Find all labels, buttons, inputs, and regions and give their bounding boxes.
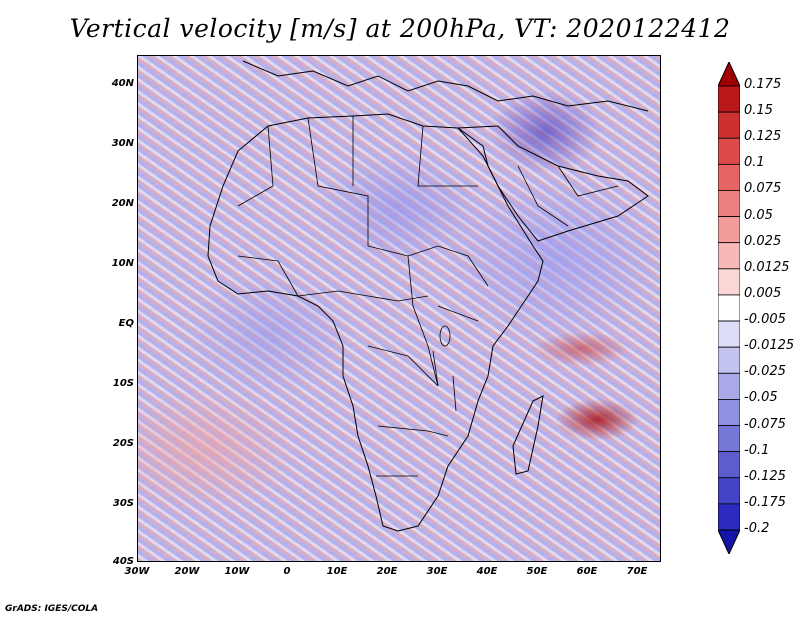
- colorbar-swatch: [718, 294, 740, 322]
- lon-label-20e: 20E: [376, 566, 398, 577]
- map-title: Vertical velocity [m/s] at 200hPa, VT: 2…: [69, 14, 731, 43]
- colorbar-level-label: -0.2: [744, 521, 770, 536]
- colorbar-swatch: [718, 216, 740, 244]
- grads-credit: GrADS: IGES/COLA: [5, 604, 99, 614]
- lon-label-30e: 30E: [426, 566, 448, 577]
- lon-label-50e: 50E: [526, 566, 548, 577]
- lat-label-20s: 20S: [112, 438, 134, 449]
- africa-coastline: [207, 113, 544, 532]
- colorbar-level-label: 0.075: [744, 181, 782, 197]
- colorbar-swatch: [718, 137, 740, 165]
- colorbar-swatch: [718, 111, 740, 139]
- colorbar-swatch: [718, 163, 740, 191]
- colorbar-level-label: 0.05: [744, 207, 773, 223]
- lake-tanganyika: [432, 350, 439, 387]
- colorbar-level-label: -0.175: [744, 494, 786, 510]
- colorbar-level-label: 0.175: [744, 77, 782, 92]
- lat-label-eq: EQ: [118, 318, 134, 329]
- colorbar-swatch: [718, 372, 740, 400]
- colorbar-swatch: [718, 451, 740, 479]
- lon-label-10e: 10E: [326, 566, 348, 577]
- country-borders: [237, 116, 619, 477]
- lat-label-10n: 10N: [111, 258, 134, 269]
- lake-victoria: [439, 325, 451, 347]
- colorbar-swatch: [718, 320, 740, 348]
- lon-label-20w: 20W: [174, 566, 200, 577]
- lon-label-70e: 70E: [626, 566, 648, 577]
- colorbar-swatch: [718, 242, 740, 270]
- lon-label-60e: 60E: [576, 566, 598, 577]
- lon-label-30w: 30W: [124, 566, 150, 577]
- map-panel: [137, 55, 661, 562]
- europe-coastline: [242, 60, 649, 112]
- lon-label-10w: 10W: [224, 566, 250, 577]
- colorbar-swatch: [718, 268, 740, 296]
- lon-label-0: 0: [283, 566, 291, 577]
- lake-malawi: [452, 375, 457, 412]
- colorbar-level-label: 0.125: [744, 129, 782, 145]
- colorbar-top-triangle: [718, 62, 740, 87]
- lat-label-10s: 10S: [112, 378, 134, 389]
- lat-label-30n: 30N: [111, 138, 134, 149]
- colorbar-swatch: [718, 477, 740, 505]
- madagascar-coastline: [512, 395, 544, 475]
- coastline-overlay: [207, 60, 649, 532]
- colorbar-level-label: -0.075: [744, 416, 786, 432]
- arabia-coastline: [456, 125, 649, 242]
- lat-label-30s: 30S: [112, 498, 134, 509]
- colorbar-swatch: [718, 399, 740, 426]
- colorbar-swatch: [718, 85, 740, 113]
- colorbar-level-label: -0.1: [744, 442, 770, 458]
- colorbar: [718, 62, 740, 554]
- colorbar-level-label: -0.005: [744, 312, 786, 328]
- colorbar-level-label: 0.005: [744, 285, 782, 301]
- colorbar-bottom-triangle: [718, 529, 740, 554]
- colorbar-swatch: [718, 190, 740, 217]
- colorbar-level-label: 0.15: [744, 103, 773, 119]
- colorbar-level-label: -0.125: [744, 468, 786, 484]
- colorbar-level-label: 0.1: [744, 155, 765, 171]
- lat-label-40s: 40S: [112, 556, 134, 567]
- colorbar-swatch: [718, 425, 740, 453]
- colorbar-swatch: [718, 503, 740, 531]
- colorbar-level-label: 0.0125: [744, 259, 790, 275]
- lat-label-20n: 20N: [111, 198, 134, 209]
- colorbar-level-label: -0.05: [744, 390, 778, 406]
- lon-label-40e: 40E: [476, 566, 498, 577]
- colorbar-level-label: -0.025: [744, 364, 786, 380]
- colorbar-swatch: [718, 346, 740, 374]
- lat-label-40n: 40N: [111, 78, 134, 89]
- colorbar-level-label: 0.025: [744, 233, 782, 249]
- colorbar-level-label: -0.0125: [744, 338, 795, 354]
